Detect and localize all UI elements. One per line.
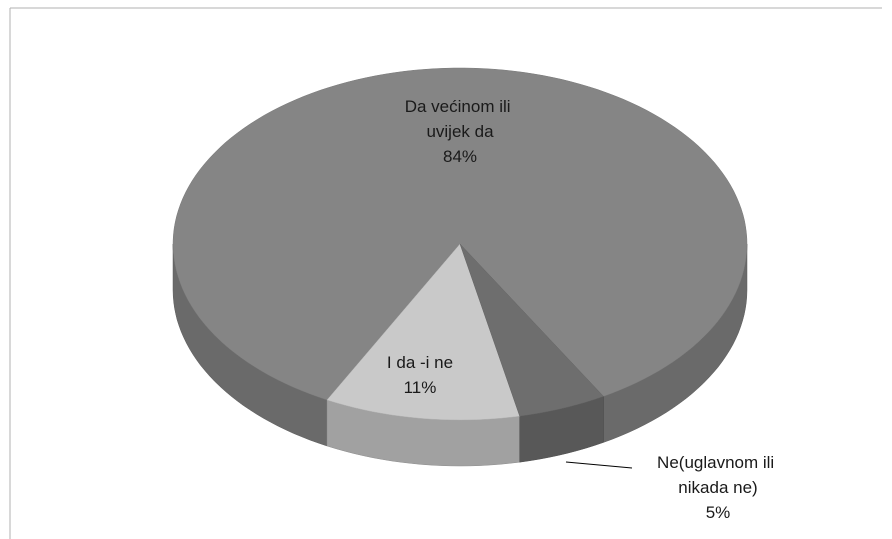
leader-line	[565, 461, 633, 469]
label-line: nikada ne)	[678, 478, 757, 497]
data-label-value: 11%	[404, 378, 437, 397]
data-label: I da -i ne	[387, 353, 453, 372]
data-label: Da većinom ili uvijek da	[405, 97, 516, 141]
data-label: Ne(uglavnom ili nikada ne)	[657, 453, 779, 497]
label-line: I da -i ne	[387, 353, 453, 372]
label-line: Da većinom ili	[405, 97, 516, 116]
pie-slice	[326, 243, 521, 421]
label-line: Ne(uglavnom ili	[657, 453, 779, 472]
pie-slice	[459, 243, 604, 417]
label-line: uvijek da	[426, 122, 494, 141]
pie-slice	[172, 67, 748, 401]
data-label-value: 84%	[443, 147, 477, 166]
data-label-value: 5%	[706, 503, 731, 522]
